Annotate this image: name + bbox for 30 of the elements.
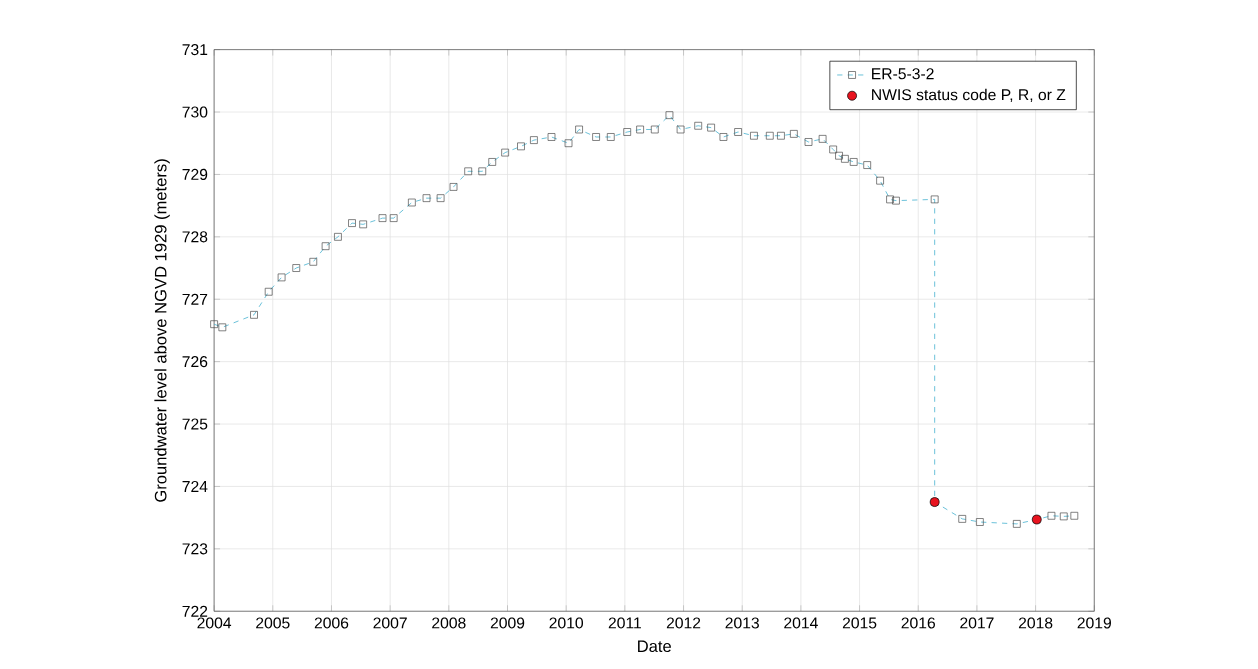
y-tick-label: 729 (182, 168, 208, 181)
y-tick-label: 730 (182, 106, 208, 118)
x-tick-label: 2011 (608, 617, 641, 629)
y-axis-title: Groundwater level above NGVD 1929 (meters) (154, 159, 170, 502)
y-tick-label: 723 (182, 543, 208, 555)
x-tick-label: 2018 (1018, 617, 1053, 629)
x-tick-label: 2005 (256, 617, 290, 629)
x-tick-label: 2019 (1077, 617, 1111, 629)
y-tick-label: 725 (182, 418, 208, 430)
x-tick-label: 2008 (432, 617, 466, 629)
y-tick-label: 724 (182, 481, 208, 493)
x-tick-label: 2004 (197, 617, 232, 629)
y-tick-label: 727 (182, 293, 208, 305)
x-tick-label: 2015 (842, 617, 877, 629)
x-tick-label: 2006 (314, 617, 349, 629)
y-tick-label: 722 (182, 605, 208, 617)
y-tick-label: 726 (182, 356, 208, 368)
x-tick-label: 2014 (784, 617, 818, 629)
x-tick-label: 2009 (490, 617, 525, 629)
y-tick-label: 731 (182, 44, 208, 56)
x-tick-label: 2012 (666, 617, 701, 629)
legend-label: ER-5-3-2 (872, 68, 934, 80)
legend-label: NWIS status code P, R, or Z (872, 88, 1066, 103)
y-tick-label: 728 (182, 231, 208, 243)
x-tick-label: 2013 (725, 617, 759, 629)
x-tick-label: 2010 (549, 617, 584, 629)
x-tick-label: 2017 (960, 617, 994, 629)
x-tick-label: 2007 (373, 617, 407, 629)
x-tick-label: 2016 (901, 617, 935, 629)
x-axis-title: Date (638, 640, 671, 653)
